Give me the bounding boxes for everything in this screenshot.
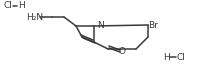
Text: H: H <box>18 2 25 10</box>
Text: Br: Br <box>148 20 158 30</box>
Text: Cl: Cl <box>177 53 186 61</box>
Text: H: H <box>163 53 170 61</box>
Text: Cl: Cl <box>4 2 13 10</box>
Text: N: N <box>98 22 104 30</box>
Text: O: O <box>119 47 125 57</box>
Text: H₂N: H₂N <box>26 12 43 22</box>
